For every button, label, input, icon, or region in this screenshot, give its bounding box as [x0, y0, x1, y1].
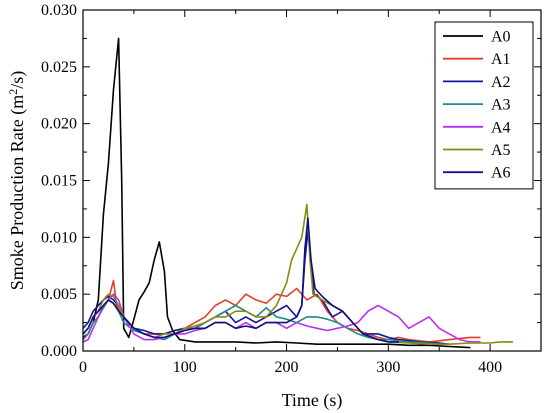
y-tick-label: 0.020 [41, 116, 77, 133]
legend-label-a5: A5 [491, 142, 511, 159]
legend: A0 A1 A2 A3 A4 A5 A6 [434, 21, 534, 190]
legend-label-a4: A4 [491, 119, 511, 136]
legend-label-a6: A6 [491, 165, 511, 182]
series-layer [83, 37, 514, 349]
y-tick-label: 0.010 [41, 229, 77, 246]
axis-ticks [82, 9, 541, 352]
x-tick-label: 100 [173, 359, 197, 376]
y-tick-label: 0.000 [41, 343, 77, 360]
x-tick-label: 400 [478, 359, 502, 376]
series-line-a0 [83, 37, 471, 349]
legend-label-a2: A2 [491, 74, 511, 91]
legend-label-a1: A1 [491, 51, 511, 68]
legend-box [434, 21, 534, 190]
legend-label-a3: A3 [491, 97, 511, 114]
series-line-a6 [83, 217, 400, 343]
y-tick-label: 0.005 [41, 286, 77, 303]
y-tick-label: 0.030 [41, 2, 77, 19]
x-axis-title: Time (s) [282, 390, 343, 411]
x-tick-label: 0 [79, 359, 87, 376]
y-axis-title-main: Smoke Production Rate (m [7, 95, 28, 290]
x-tick-label: 200 [275, 359, 299, 376]
series-line-a2 [83, 230, 451, 345]
y-tick-label: 0.015 [41, 173, 77, 190]
legend-items: A0 A1 A2 A3 A4 A5 A6 [443, 29, 511, 182]
y-tick-label: 0.025 [41, 59, 77, 76]
x-tick-label: 300 [376, 359, 400, 376]
y-axis-title-superscript: 2 [6, 89, 20, 95]
legend-label-a0: A0 [491, 29, 511, 46]
y-axis-title: Smoke Production Rate (m2/s) [6, 71, 28, 290]
axis-tick-labels: 0 100 200 300 400 0.000 0.005 0.010 0.015 0.020 0.… [41, 2, 502, 376]
y-axis-title-tail: /s) [7, 71, 28, 89]
